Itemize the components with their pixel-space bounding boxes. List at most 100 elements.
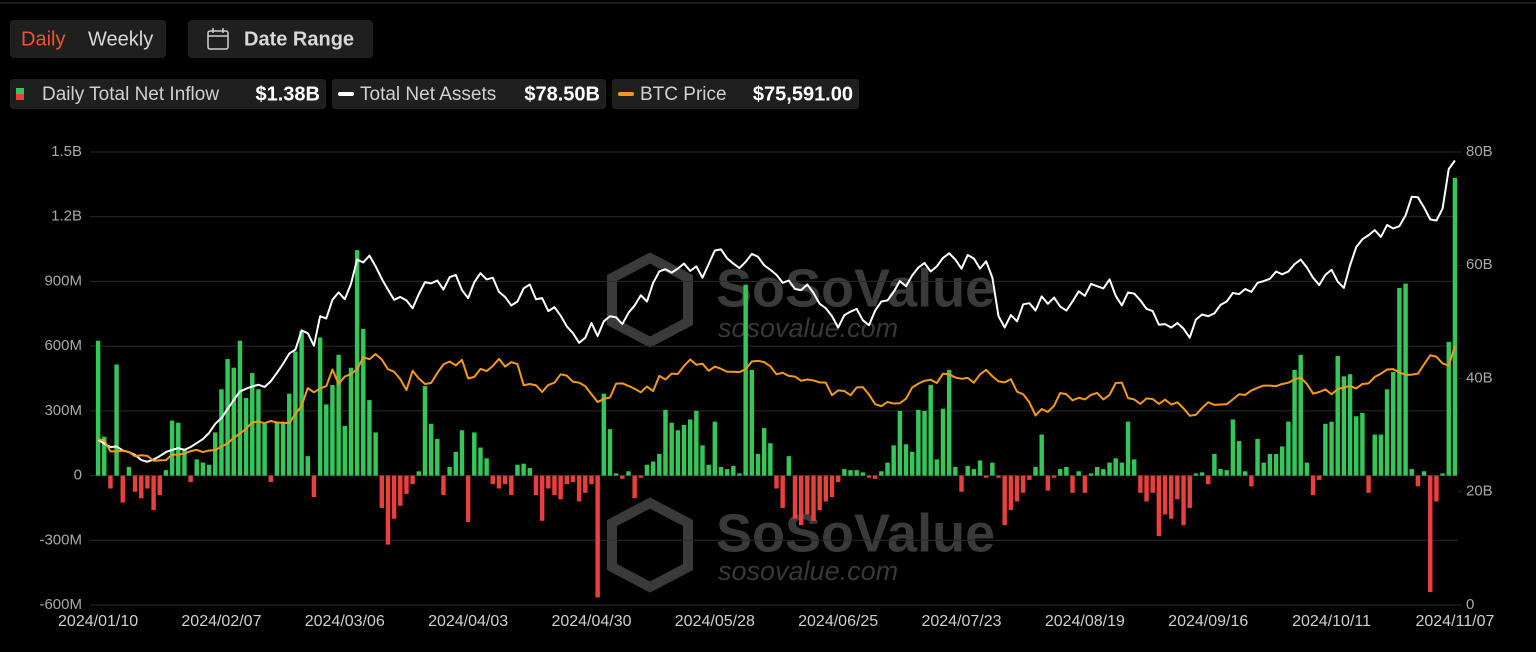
legend-chip[interactable] bbox=[10, 79, 326, 109]
y2-tick-label: 20B bbox=[1466, 483, 1493, 500]
bar bbox=[1273, 454, 1279, 476]
date-range-label[interactable]: Date Range bbox=[244, 28, 354, 50]
bar bbox=[120, 475, 125, 503]
bar bbox=[509, 475, 514, 495]
bar bbox=[663, 409, 668, 476]
line-series bbox=[97, 345, 1456, 462]
bar bbox=[1033, 466, 1038, 476]
bar bbox=[768, 443, 773, 476]
bar bbox=[657, 454, 662, 476]
bar bbox=[934, 459, 940, 476]
x-tick-label: 2024/07/23 bbox=[921, 613, 1001, 630]
bar bbox=[1292, 369, 1297, 476]
bar bbox=[774, 475, 779, 489]
bar bbox=[1428, 475, 1433, 593]
bar bbox=[391, 475, 397, 519]
bar bbox=[731, 465, 736, 476]
bar bbox=[909, 451, 915, 476]
bar bbox=[940, 408, 946, 476]
legend-value: $78.50B bbox=[524, 83, 600, 105]
bar bbox=[1212, 454, 1217, 476]
bar bbox=[977, 460, 983, 476]
bar bbox=[644, 464, 650, 476]
bar bbox=[1310, 475, 1316, 495]
bar bbox=[1045, 475, 1051, 491]
bar bbox=[589, 475, 594, 485]
bar bbox=[626, 471, 631, 476]
bar bbox=[1409, 469, 1414, 476]
x-tick-label: 2024/06/25 bbox=[798, 613, 878, 630]
bar bbox=[274, 421, 280, 476]
bar bbox=[860, 472, 866, 476]
x-tick-label: 2024/11/07 bbox=[1415, 613, 1494, 630]
y-tick-label: 300M bbox=[44, 402, 82, 419]
daily-tab[interactable]: Daily bbox=[21, 28, 65, 50]
bar bbox=[583, 475, 588, 493]
bar bbox=[416, 471, 422, 476]
weekly-tab[interactable]: Weekly bbox=[88, 28, 153, 50]
bar bbox=[755, 454, 761, 476]
bar bbox=[848, 470, 853, 476]
bar bbox=[367, 400, 372, 476]
bar bbox=[792, 475, 798, 519]
bar bbox=[287, 393, 292, 476]
bar bbox=[102, 436, 107, 476]
bar bbox=[786, 456, 792, 476]
bar bbox=[811, 475, 816, 521]
bar bbox=[1014, 475, 1020, 502]
bar bbox=[1175, 475, 1180, 500]
bar bbox=[373, 432, 378, 476]
bar bbox=[595, 475, 600, 598]
bar bbox=[903, 444, 909, 476]
bar bbox=[1261, 462, 1266, 476]
x-tick-label: 2024/09/16 bbox=[1168, 613, 1248, 630]
bar bbox=[872, 475, 878, 479]
bar bbox=[817, 475, 822, 511]
bar bbox=[1354, 416, 1359, 476]
x-tick-label: 2024/01/10 bbox=[58, 613, 138, 630]
bar bbox=[953, 466, 958, 476]
bar bbox=[1187, 475, 1192, 508]
bar bbox=[1249, 475, 1254, 487]
bar bbox=[324, 404, 329, 476]
y-tick-label: 0 bbox=[74, 467, 82, 484]
y2-tick-label: 80B bbox=[1466, 143, 1493, 160]
date-range-button[interactable] bbox=[188, 20, 373, 58]
bar bbox=[1057, 469, 1063, 476]
bar bbox=[539, 475, 545, 521]
legend-chip[interactable] bbox=[612, 79, 859, 109]
bar bbox=[1039, 434, 1044, 476]
bar bbox=[1131, 459, 1137, 476]
bar bbox=[650, 461, 656, 476]
bar bbox=[681, 424, 687, 476]
bar bbox=[1434, 475, 1439, 502]
bar bbox=[1107, 462, 1112, 476]
bar bbox=[1304, 462, 1310, 476]
y-tick-label: 1.2B bbox=[51, 208, 82, 225]
legend-chip[interactable] bbox=[332, 79, 606, 109]
bar bbox=[706, 464, 711, 476]
bar bbox=[761, 428, 767, 476]
bar bbox=[922, 410, 927, 476]
bar bbox=[798, 475, 804, 526]
bar bbox=[1156, 475, 1162, 536]
bar bbox=[533, 475, 539, 495]
bar bbox=[1317, 475, 1322, 480]
bar bbox=[1403, 283, 1408, 476]
bar bbox=[182, 449, 187, 476]
bar bbox=[1421, 471, 1427, 476]
bar bbox=[428, 423, 434, 476]
bar bbox=[262, 423, 267, 476]
bar bbox=[570, 475, 576, 483]
bar bbox=[1236, 441, 1242, 476]
bar bbox=[157, 475, 162, 495]
bar bbox=[712, 421, 718, 476]
y2-tick-label: 0 bbox=[1466, 596, 1474, 613]
bar bbox=[916, 409, 921, 476]
bar bbox=[1366, 475, 1371, 493]
bar bbox=[638, 475, 644, 478]
bar bbox=[1224, 470, 1229, 476]
bar bbox=[1088, 473, 1094, 476]
bar bbox=[126, 466, 132, 476]
